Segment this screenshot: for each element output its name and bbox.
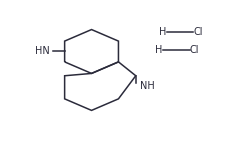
Text: NH: NH <box>140 81 154 91</box>
Text: Cl: Cl <box>193 27 203 37</box>
Text: HN: HN <box>35 46 50 57</box>
Text: H: H <box>155 45 162 55</box>
Text: Cl: Cl <box>190 45 199 55</box>
Text: H: H <box>159 27 166 37</box>
